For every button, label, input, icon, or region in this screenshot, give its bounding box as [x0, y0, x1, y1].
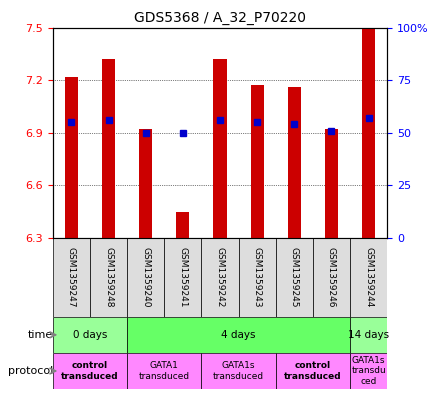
Bar	[65, 77, 78, 238]
FancyBboxPatch shape	[127, 353, 202, 389]
Bar	[251, 85, 264, 238]
FancyBboxPatch shape	[350, 317, 387, 353]
FancyBboxPatch shape	[313, 238, 350, 317]
FancyBboxPatch shape	[90, 238, 127, 317]
Text: GSM1359240: GSM1359240	[141, 247, 150, 308]
Text: 0 days: 0 days	[73, 330, 107, 340]
FancyBboxPatch shape	[127, 238, 164, 317]
Text: GSM1359242: GSM1359242	[216, 247, 224, 307]
Text: GATA1
transduced: GATA1 transduced	[139, 361, 190, 381]
Text: protocol: protocol	[7, 366, 53, 376]
Text: GATA1s
transduced: GATA1s transduced	[213, 361, 264, 381]
FancyBboxPatch shape	[202, 353, 276, 389]
FancyBboxPatch shape	[53, 317, 127, 353]
Bar	[362, 29, 375, 238]
Bar	[176, 211, 189, 238]
Bar	[139, 129, 152, 238]
Bar	[288, 87, 301, 238]
Text: control
transduced: control transduced	[61, 361, 119, 381]
Text: GSM1359243: GSM1359243	[253, 247, 262, 308]
Bar	[325, 129, 338, 238]
FancyBboxPatch shape	[276, 353, 350, 389]
Text: time: time	[28, 330, 53, 340]
Bar	[213, 59, 227, 238]
Text: control
transduced: control transduced	[284, 361, 342, 381]
FancyBboxPatch shape	[127, 317, 350, 353]
FancyBboxPatch shape	[53, 238, 90, 317]
Text: 14 days: 14 days	[348, 330, 389, 340]
Text: GSM1359246: GSM1359246	[327, 247, 336, 308]
Bar	[102, 59, 115, 238]
Text: GSM1359247: GSM1359247	[67, 247, 76, 308]
Text: 4 days: 4 days	[221, 330, 256, 340]
Text: GATA1s
transdu
ced: GATA1s transdu ced	[351, 356, 386, 386]
FancyBboxPatch shape	[350, 353, 387, 389]
Text: GSM1359244: GSM1359244	[364, 247, 373, 307]
Text: GSM1359245: GSM1359245	[290, 247, 299, 308]
Text: GSM1359248: GSM1359248	[104, 247, 113, 308]
FancyBboxPatch shape	[164, 238, 202, 317]
FancyBboxPatch shape	[276, 238, 313, 317]
FancyBboxPatch shape	[202, 238, 238, 317]
Text: GSM1359241: GSM1359241	[178, 247, 187, 308]
FancyBboxPatch shape	[53, 353, 127, 389]
FancyBboxPatch shape	[238, 238, 276, 317]
FancyBboxPatch shape	[350, 238, 387, 317]
Title: GDS5368 / A_32_P70220: GDS5368 / A_32_P70220	[134, 11, 306, 25]
